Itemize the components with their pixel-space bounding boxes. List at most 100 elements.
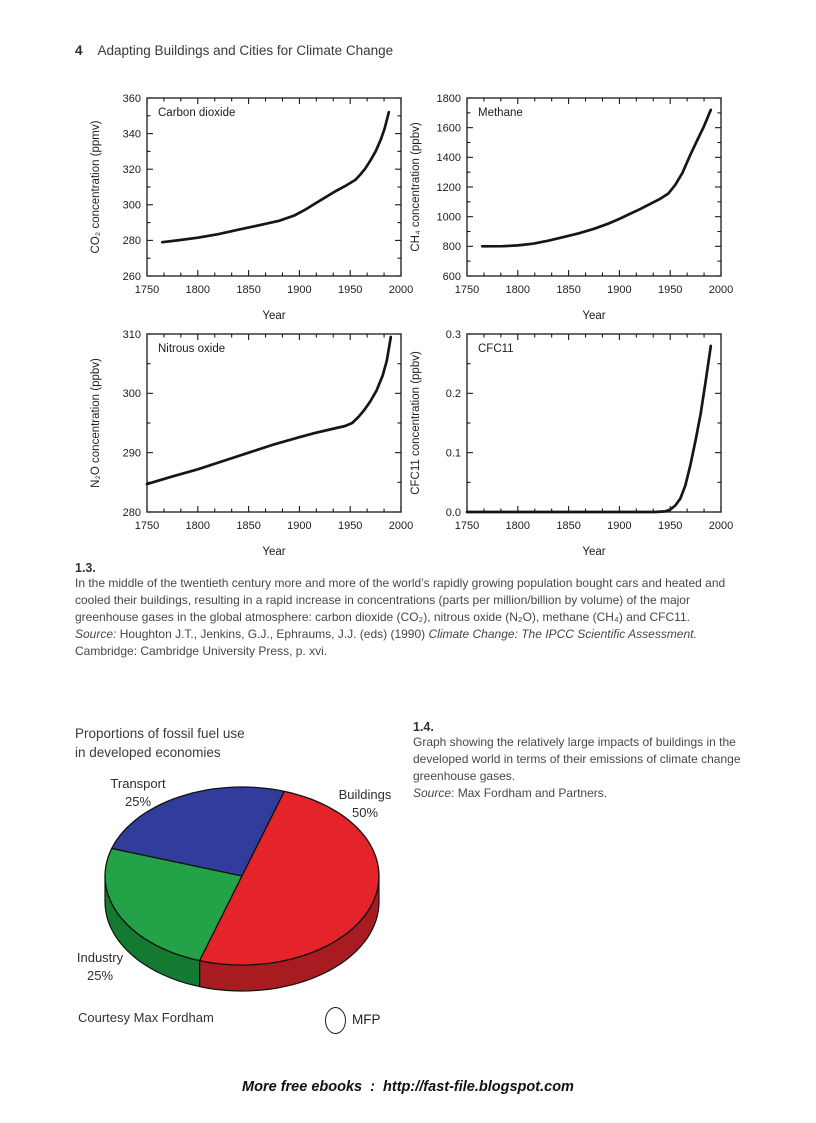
caption-segment: : Max Fordham and Partners.: [451, 786, 608, 800]
x-tick-label: 1800: [506, 284, 530, 296]
y-tick-label: 300: [123, 388, 141, 400]
pie-slice-buildings: [199, 790, 380, 966]
series-title: Methane: [478, 107, 523, 119]
y-tick-label: 1800: [437, 93, 461, 105]
figure-1-3-label: 1.3.: [75, 561, 96, 575]
figure-1-3-text: In the middle of the twentieth century m…: [75, 576, 726, 624]
y-tick-label: 800: [443, 241, 461, 253]
y-tick-label: 0.2: [446, 388, 461, 400]
y-axis-title: CH₄ concentration (ppbv): [410, 122, 422, 252]
plot-frame: [466, 97, 722, 277]
mfp-logo-icon: [325, 1007, 346, 1034]
figure-1-4-source: Source: Max Fordham and Partners.: [413, 785, 749, 802]
y-tick-label: 0.0: [446, 507, 461, 519]
methane-chart-svg: 1750 1800 1850 1900 1950 2000 600 800 1000 1200 14…: [410, 93, 733, 322]
plot-frame: [466, 333, 722, 513]
figure-1-3-caption: 1.3. In the middle of the twentieth cent…: [75, 561, 751, 660]
x-tick-label: 1950: [338, 284, 362, 296]
y-tick-label: 300: [123, 200, 141, 212]
x-tick-label: 1950: [658, 520, 682, 532]
y-tick-label: 280: [123, 507, 141, 519]
pie-label-transport: Transport 25%: [93, 775, 183, 811]
caption-segment: Houghton J.T., Jenkins, G.J., Ephraums, …: [116, 627, 429, 641]
x-tick-label: 1750: [135, 520, 159, 532]
pie-chart-title: Proportions of fossil fuel use in develo…: [75, 724, 245, 762]
x-tick-label: 1800: [186, 284, 210, 296]
y-tick-label: 1000: [437, 211, 461, 223]
x-tick-label: 1800: [186, 520, 210, 532]
plot-frame: [146, 333, 402, 513]
plot-frame: [146, 97, 402, 277]
cfc11-concentration-chart: 1750 1800 1850 1900 1950 2000 0.0 0.1 0.2 0.3 Year…: [405, 322, 735, 562]
pie-slice-industry: [104, 847, 243, 962]
x-tick-label: 1850: [236, 284, 260, 296]
x-tick-label: 1950: [658, 284, 682, 296]
y-tick-label: 1200: [437, 182, 461, 194]
nitrous-oxide-chart-svg: 1750 1800 1850 1900 1950 2000 280 290 300 310 Year…: [90, 329, 413, 558]
footer-prefix: More free ebooks :: [242, 1079, 384, 1095]
y-tick-label: 320: [123, 164, 141, 176]
x-tick-label: 1850: [556, 284, 580, 296]
data-curve: [160, 110, 391, 244]
footer-url[interactable]: http://fast-file.blogspot.com: [383, 1079, 574, 1095]
x-tick-label: 2000: [709, 520, 733, 532]
x-tick-label: 2000: [389, 520, 413, 532]
x-tick-label: 2000: [389, 284, 413, 296]
pie-label-buildings: Buildings 50%: [320, 786, 410, 822]
pie-chart-title-line2: in developed economies: [75, 745, 221, 760]
co2-chart-svg: 1750 1800 1850 1900 1950 2000 260 280 300 320 340 3…: [90, 93, 413, 322]
y-tick-label: 260: [123, 271, 141, 283]
y-axis-title: N₂O concentration (ppbv): [90, 358, 102, 488]
x-tick-label: 1900: [607, 520, 631, 532]
buildings-label: Buildings: [338, 787, 392, 802]
x-axis-title: Year: [582, 310, 605, 322]
series-title: Carbon dioxide: [158, 107, 235, 119]
x-axis-title: Year: [262, 546, 285, 558]
x-tick-label: 1850: [556, 520, 580, 532]
pie-slice-transport: [111, 786, 285, 877]
x-tick-label: 1750: [455, 284, 479, 296]
x-tick-label: 1900: [607, 284, 631, 296]
figure-1-3-source: Source: Houghton J.T., Jenkins, G.J., Ep…: [75, 626, 751, 660]
nitrous-oxide-concentration-chart: 1750 1800 1850 1900 1950 2000 280 290 300 310 Year…: [85, 322, 415, 562]
x-tick-label: 1750: [455, 520, 479, 532]
axis-ticks: [146, 97, 402, 277]
figure-1-4-caption: 1.4. Graph showing the relatively large …: [413, 720, 749, 802]
y-tick-label: 360: [123, 93, 141, 105]
figure-1-4-label: 1.4.: [413, 720, 434, 734]
courtesy-note: Courtesy Max Fordham: [78, 1010, 214, 1025]
pie-chart-svg: [104, 786, 380, 992]
caption-segment: Source:: [75, 627, 117, 641]
y-tick-label: 600: [443, 271, 461, 283]
x-tick-label: 1900: [287, 520, 311, 532]
data-curve: [145, 335, 393, 486]
x-tick-label: 1750: [135, 284, 159, 296]
x-tick-label: 1800: [506, 520, 530, 532]
y-axis-title: CFC11 concentration (ppbv): [410, 351, 422, 495]
co2-concentration-chart: 1750 1800 1850 1900 1950 2000 260 280 300 320 340 3…: [85, 86, 415, 326]
axis-ticks: [466, 97, 722, 277]
pie-chart-title-line1: Proportions of fossil fuel use: [75, 726, 245, 741]
mfp-logo-text: MFP: [352, 1012, 381, 1027]
y-tick-label: 0.3: [446, 329, 461, 341]
axis-ticks: [146, 333, 402, 513]
series-title: Nitrous oxide: [158, 343, 225, 355]
y-tick-label: 340: [123, 128, 141, 140]
series-title: CFC11: [478, 343, 514, 355]
figure-1-4-text: Graph showing the relatively large impac…: [413, 735, 741, 783]
page-header: 4 Adapting Buildings and Cities for Clima…: [75, 43, 393, 58]
data-curve: [465, 344, 713, 514]
x-axis-title: Year: [262, 310, 285, 322]
y-tick-label: 0.1: [446, 447, 461, 459]
y-tick-label: 1400: [437, 152, 461, 164]
caption-segment: Cambridge: Cambridge University Press, p…: [75, 644, 328, 658]
y-tick-label: 1600: [437, 122, 461, 134]
buildings-percent: 50%: [351, 805, 379, 820]
transport-label: Transport: [110, 776, 166, 791]
caption-segment: Climate Change: The IPCC Scientific Asse…: [428, 627, 697, 641]
industry-percent: 25%: [86, 968, 114, 983]
x-tick-label: 1850: [236, 520, 260, 532]
pie-label-industry: Industry 25%: [55, 949, 145, 985]
transport-percent: 25%: [124, 794, 152, 809]
